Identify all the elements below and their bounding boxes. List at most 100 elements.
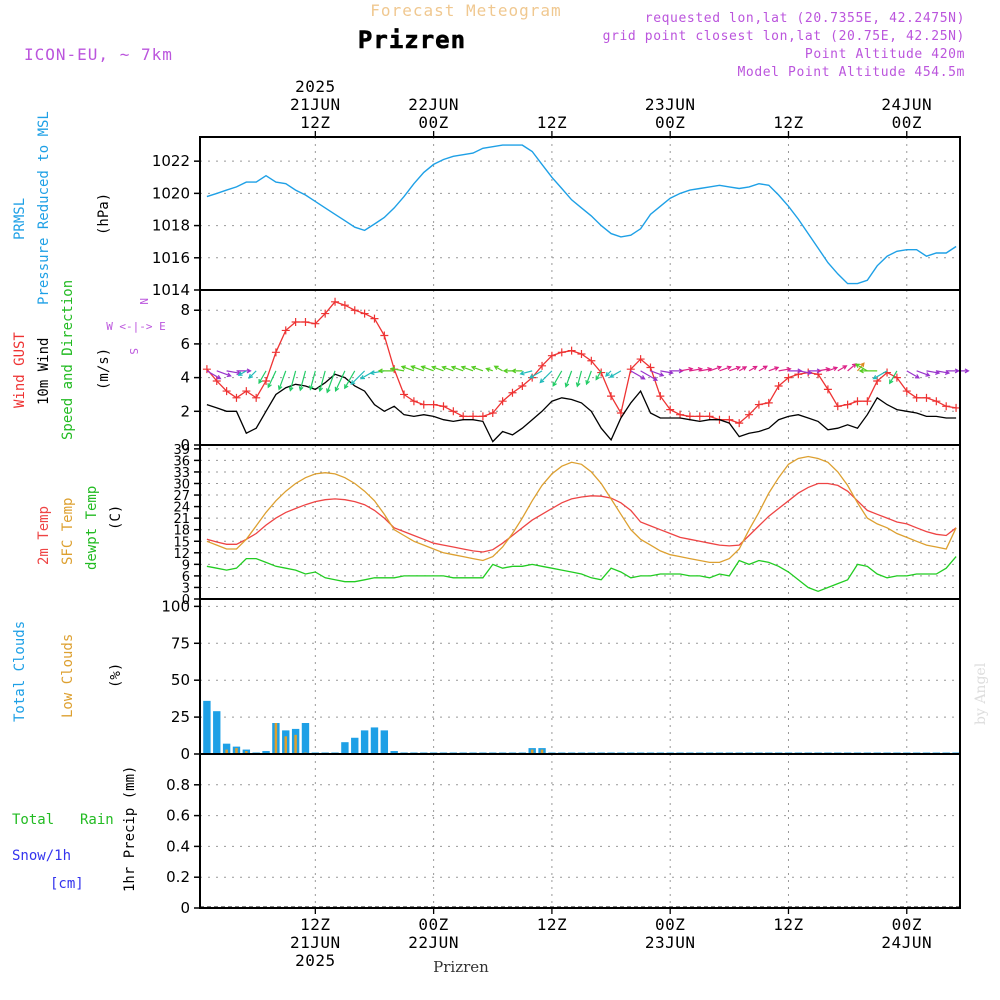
panel-1: 0 2 4 6 8 xyxy=(180,290,960,454)
gust-marker xyxy=(478,412,487,421)
gust-marker xyxy=(291,318,300,327)
top-time-label: 12Z xyxy=(537,113,567,132)
cloud-bar-low xyxy=(274,723,278,754)
wind-dir-arrow xyxy=(630,370,646,380)
top-time-label: 22JUN xyxy=(408,95,459,114)
top-time-label: 00Z xyxy=(655,113,685,132)
gust-marker xyxy=(498,397,507,406)
y-tick-label: 0.4 xyxy=(166,837,190,855)
wind-dir-arrow xyxy=(288,370,297,392)
gust-marker xyxy=(833,402,842,411)
wind-dir-arrow xyxy=(460,365,474,372)
wind-dir-arrow xyxy=(605,370,612,377)
wind-dir-arrow xyxy=(837,365,848,372)
panel-frame xyxy=(199,753,961,909)
wind-dir-arrow xyxy=(511,368,523,374)
gust-marker xyxy=(666,405,675,414)
wind-dir-arrow xyxy=(420,365,434,372)
y-tick-label: 0 xyxy=(180,899,190,917)
bottom-time-label: 00Z xyxy=(655,915,685,934)
cloud-bar-low xyxy=(235,748,238,754)
gust-marker xyxy=(232,393,241,402)
credit-watermark: by Angel xyxy=(973,662,989,725)
wind-dir-arrow xyxy=(575,370,583,388)
series-wind-10m xyxy=(206,373,957,443)
gust-marker xyxy=(774,382,783,391)
wind-dir-arrow xyxy=(817,367,831,372)
y-tick-label: 15 xyxy=(173,535,190,550)
wind-dir-arrow xyxy=(277,370,287,391)
wind-dir-arrow xyxy=(470,365,484,372)
cloud-bar-total xyxy=(380,730,389,754)
y-tick-label: 25 xyxy=(171,708,190,726)
gust-marker xyxy=(853,397,862,406)
gust-marker xyxy=(547,351,556,360)
gust-label: Wind GUST xyxy=(12,332,28,408)
temp2m-label: 2m Temp xyxy=(36,506,52,565)
compass-n: N xyxy=(137,298,150,305)
wind-dir-arrow xyxy=(441,365,454,372)
bottom-time-label: 23JUN xyxy=(645,933,696,952)
top-time-label: 23JUN xyxy=(645,95,696,114)
gust-marker xyxy=(331,297,340,306)
snow-label: Snow/1h xyxy=(12,848,71,864)
cloud-bar-total xyxy=(213,711,221,754)
cloud-bar-low xyxy=(294,734,297,754)
wind-dir-arrow xyxy=(318,370,326,393)
wind-dir-arrow xyxy=(748,365,758,372)
gust-marker xyxy=(814,370,823,379)
series-temp-2m xyxy=(206,482,957,553)
panel-frame xyxy=(199,136,961,291)
wind-dir-arrow xyxy=(410,365,424,372)
gust-marker xyxy=(597,368,606,377)
precip-unit-label: 1hr Precip (mm) xyxy=(122,766,138,892)
gust-marker xyxy=(764,398,773,407)
wind-dir-arrow xyxy=(493,365,503,372)
y-tick-label: 6 xyxy=(180,335,190,353)
temp-unit-label: (C) xyxy=(108,505,124,530)
wind10-label: 10m Wind xyxy=(36,338,52,405)
y-tick-label: 24 xyxy=(173,501,190,516)
gust-marker xyxy=(932,397,941,406)
y-tick-label: 2 xyxy=(180,402,190,420)
temp-panel-labels: 2m Temp SFC Temp dewpt Temp (C) xyxy=(36,486,124,570)
gust-marker xyxy=(518,382,527,391)
cloud-bar-total xyxy=(262,751,270,754)
gust-marker xyxy=(202,365,211,374)
clouds-unit-label: (%) xyxy=(108,663,124,688)
wind-dir-arrow xyxy=(729,365,742,372)
model-altitude: Model Point Altitude 454.5m xyxy=(737,65,965,80)
total-clouds-label: Total Clouds xyxy=(12,621,28,722)
wind-dir-arrow xyxy=(699,367,713,372)
y-tick-label: 50 xyxy=(171,671,190,689)
bottom-time-label: 00Z xyxy=(892,915,922,934)
y-tick-label: 9 xyxy=(182,558,190,573)
gust-marker xyxy=(380,331,389,340)
wind-dir-arrow xyxy=(344,370,356,390)
y-tick-label: 1018 xyxy=(152,217,190,235)
wind-dir-label: Speed and Direction xyxy=(60,280,76,440)
gridpoint-coords: grid point closest lon,lat (20.75E, 42.2… xyxy=(603,29,965,44)
wind-dir-arrow xyxy=(585,370,592,386)
cloud-bar-total xyxy=(341,742,349,754)
y-tick-label: 18 xyxy=(173,524,190,539)
sfctemp-label: SFC Temp xyxy=(60,498,76,565)
wind-dir-arrow xyxy=(431,365,444,372)
gust-marker xyxy=(459,412,468,421)
gust-marker xyxy=(725,415,734,424)
top-time-label: 00Z xyxy=(892,113,922,132)
wind-dir-arrow xyxy=(206,370,222,380)
wind-dir-arrow xyxy=(334,370,346,392)
cloud-bar-total xyxy=(390,751,398,754)
y-tick-label: 1014 xyxy=(152,281,190,299)
wind-dir-arrow xyxy=(237,370,247,376)
gust-marker xyxy=(321,309,330,318)
wind-dir-arrow xyxy=(640,370,658,381)
wind-dir-arrow xyxy=(502,368,513,374)
wind-dir-arrow xyxy=(326,370,336,394)
gust-marker xyxy=(538,361,547,370)
gust-marker xyxy=(735,419,744,428)
wind-dir-arrow xyxy=(889,370,898,385)
cloud-bar-total xyxy=(222,743,231,754)
wind-dir-arrow xyxy=(552,370,563,387)
